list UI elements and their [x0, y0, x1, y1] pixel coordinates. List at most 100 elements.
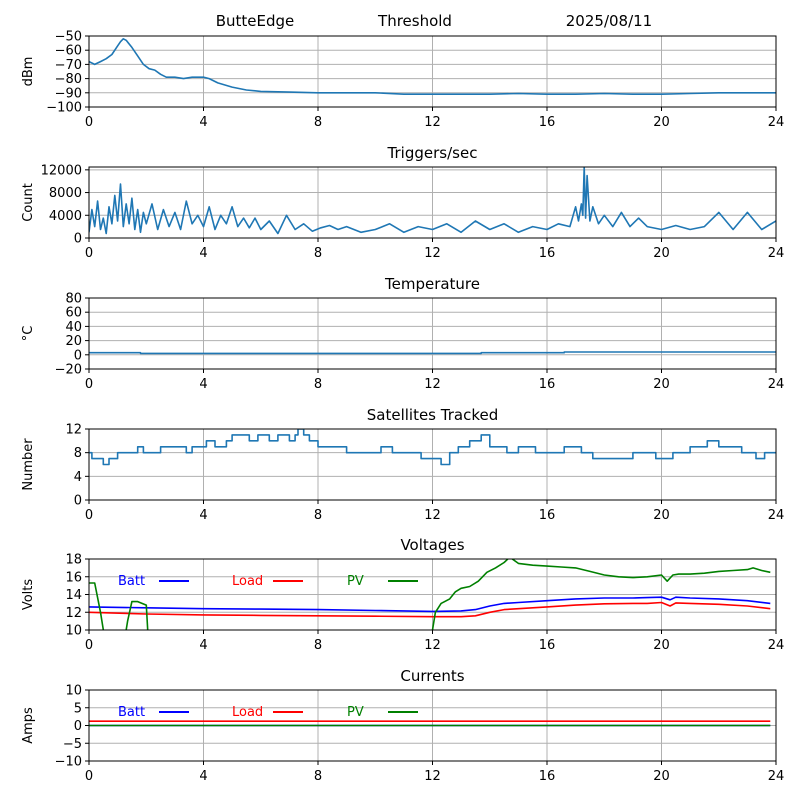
- y-tick-label: 0: [74, 719, 82, 734]
- x-tick-label: 4: [199, 115, 207, 130]
- y-axis-label: Volts: [21, 579, 36, 611]
- x-tick-label: 0: [85, 377, 93, 392]
- y-axis-label: Number: [21, 438, 36, 491]
- x-tick-label: 8: [314, 377, 322, 392]
- x-tick-label: 0: [85, 769, 93, 784]
- x-tick-label: 24: [768, 115, 785, 130]
- x-tick-label: 12: [424, 638, 441, 653]
- x-tick-label: 8: [314, 246, 322, 261]
- chart-panel-4: 0 4 8 12 16 20 24 10 12 14 16 18 Voltages Volts Batt Lo…: [21, 536, 784, 653]
- y-tick-label: −60: [55, 44, 82, 59]
- x-tick-label: 8: [314, 508, 322, 523]
- chart-panel-0: 0 4 8 12 16 20 24 −100−90−80−70−60−50 dBm: [21, 30, 784, 131]
- x-tick-label: 8: [314, 769, 322, 784]
- chart-title: Temperature: [384, 275, 480, 293]
- y-tick-label: 5: [74, 701, 82, 716]
- x-tick-label: 12: [424, 115, 441, 130]
- x-tick-label: 24: [768, 638, 785, 653]
- y-tick-label: 12000: [41, 163, 82, 178]
- series-line-load: [89, 601, 771, 618]
- y-tick-label: 0: [74, 232, 82, 247]
- y-tick-label: −80: [55, 72, 82, 87]
- series-line-batt: [89, 596, 771, 613]
- x-tick-label: 24: [768, 377, 785, 392]
- x-tick-label: 12: [424, 769, 441, 784]
- x-tick-label: 20: [653, 377, 670, 392]
- mode-label: Threshold: [377, 12, 452, 30]
- x-tick-label: 24: [768, 508, 785, 523]
- x-tick-label: 16: [539, 377, 556, 392]
- y-tick-label: 60: [65, 306, 82, 321]
- legend-label-load: Load: [232, 705, 263, 720]
- y-tick-label: 18: [65, 553, 82, 568]
- series-line: [89, 429, 776, 466]
- series-line: [89, 37, 776, 95]
- y-tick-label: 4: [74, 470, 82, 485]
- station-label: ButteEdge: [216, 12, 295, 30]
- chart-panel-1: 0 4 8 12 16 20 24 0 4000 8000 12000 Triggers/sec Cou…: [21, 144, 784, 261]
- x-tick-label: 20: [653, 508, 670, 523]
- x-tick-label: 4: [199, 246, 207, 261]
- y-tick-label: −10: [55, 755, 82, 770]
- y-axis-label: dBm: [21, 57, 36, 87]
- legend-label-batt: Batt: [118, 574, 145, 589]
- header: ButteEdge Threshold 2025/08/11: [216, 12, 653, 30]
- y-tick-label: 16: [65, 570, 82, 585]
- y-axis-label: Amps: [21, 707, 36, 744]
- x-tick-label: 4: [199, 638, 207, 653]
- y-tick-label: 80: [65, 292, 82, 307]
- x-tick-label: 8: [314, 638, 322, 653]
- x-tick-label: 16: [539, 115, 556, 130]
- x-tick-label: 0: [85, 115, 93, 130]
- x-tick-label: 16: [539, 508, 556, 523]
- y-tick-label: 10: [65, 684, 82, 699]
- x-tick-label: 16: [539, 246, 556, 261]
- y-tick-label: 12: [65, 423, 82, 438]
- x-tick-label: 20: [653, 115, 670, 130]
- series-line: [89, 167, 776, 235]
- legend-label-batt: Batt: [118, 705, 145, 720]
- x-tick-label: 12: [424, 377, 441, 392]
- x-tick-label: 0: [85, 246, 93, 261]
- y-tick-label: 8: [74, 446, 82, 461]
- y-tick-label: 4000: [49, 209, 82, 224]
- x-tick-label: 16: [539, 769, 556, 784]
- y-tick-label: 8000: [49, 186, 82, 201]
- chart-title: Satellites Tracked: [367, 406, 498, 424]
- legend-label-pv: PV: [347, 574, 364, 589]
- y-tick-label: 20: [65, 334, 82, 349]
- x-tick-label: 20: [653, 638, 670, 653]
- x-tick-label: 16: [539, 638, 556, 653]
- y-tick-label: 0: [74, 348, 82, 363]
- y-axis-label: °C: [21, 326, 36, 342]
- chart-title: Voltages: [400, 536, 464, 554]
- y-axis-label: Count: [21, 183, 36, 222]
- y-tick-label: 10: [65, 624, 82, 639]
- y-tick-label: 40: [65, 320, 82, 335]
- y-tick-label: 12: [65, 606, 82, 621]
- x-tick-label: 4: [199, 377, 207, 392]
- y-tick-label: −20: [55, 363, 82, 378]
- x-tick-label: 12: [424, 246, 441, 261]
- legend-label-pv: PV: [347, 705, 364, 720]
- series-line: [89, 351, 776, 355]
- x-tick-label: 12: [424, 508, 441, 523]
- x-tick-label: 20: [653, 246, 670, 261]
- y-tick-label: −50: [55, 30, 82, 45]
- date-label: 2025/08/11: [566, 12, 652, 30]
- x-tick-label: 8: [314, 115, 322, 130]
- chart-panel-5: 0 4 8 12 16 20 24 −10 −5 0 5 10 Currents Amps Batt Load…: [21, 667, 784, 784]
- chart-panel-3: 0 4 8 12 16 20 24 0 4 8 12 Satellites Tracked Number: [21, 406, 784, 523]
- y-tick-label: 14: [65, 588, 82, 603]
- x-tick-label: 4: [199, 769, 207, 784]
- y-tick-label: −90: [55, 86, 82, 101]
- y-tick-label: −70: [55, 58, 82, 73]
- y-tick-label: −100: [46, 101, 82, 116]
- x-tick-label: 24: [768, 246, 785, 261]
- x-tick-label: 0: [85, 638, 93, 653]
- x-tick-label: 20: [653, 769, 670, 784]
- chart-title: Triggers/sec: [387, 144, 478, 162]
